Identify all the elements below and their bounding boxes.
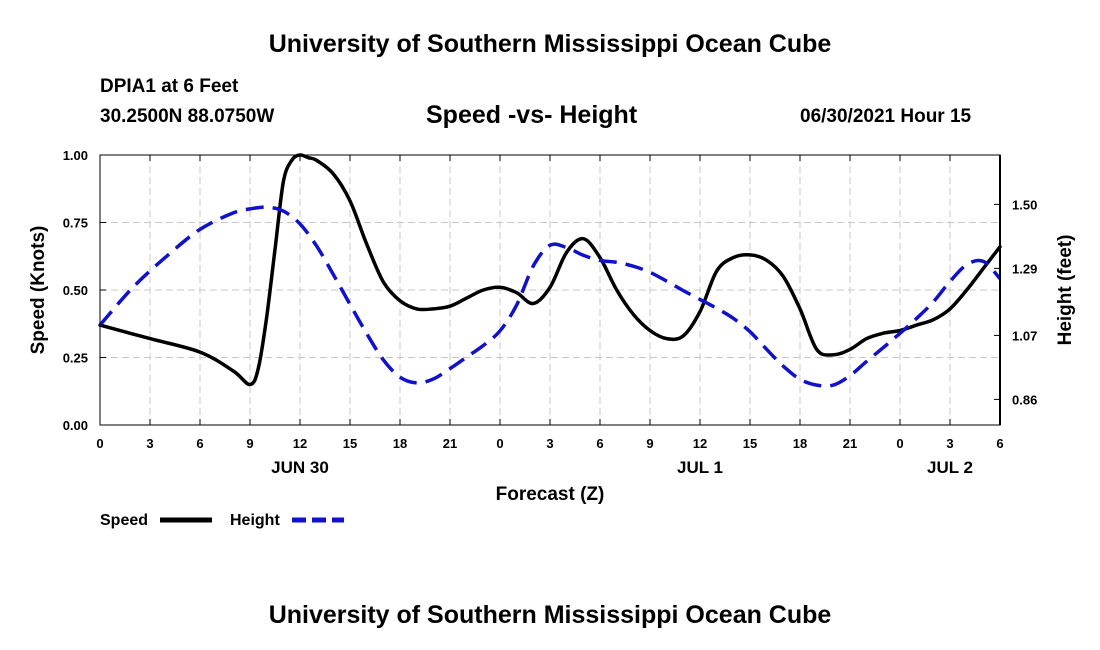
y-tick-label: 1.00 [63, 148, 88, 163]
station-label: DPIA1 at 6 Feet [100, 76, 239, 97]
legend-speed-label: Speed [100, 512, 148, 529]
legend: Speed Height [100, 512, 344, 529]
grid-lines [100, 155, 1000, 425]
x-tick-label: 12 [693, 436, 707, 451]
x-tick-label: 0 [96, 436, 103, 451]
x-tick-label: 0 [496, 436, 503, 451]
y2-tick-label: 1.07 [1012, 328, 1037, 343]
y-tick-label: 0.00 [63, 418, 88, 433]
chart-title: Speed -vs- Height [426, 101, 638, 129]
x-tick-label: 6 [596, 436, 603, 451]
date-label: JUN 30 [271, 458, 329, 477]
y2-tick-label: 1.29 [1012, 261, 1037, 276]
y-tick-label: 0.75 [63, 216, 88, 231]
axis-ticks [99, 154, 1001, 426]
x-tick-label: 12 [293, 436, 307, 451]
date-label: JUL 1 [677, 458, 723, 477]
x-tick-label: 15 [743, 436, 757, 451]
x-tick-label: 6 [996, 436, 1003, 451]
header-title: University of Southern Mississippi Ocean… [268, 30, 832, 58]
x-tick-label: 15 [343, 436, 357, 451]
x-tick-label: 18 [793, 436, 807, 451]
speed-series-line [98, 153, 1002, 387]
height-series-line [98, 205, 1002, 388]
coordinates-label: 30.2500N 88.0750W [100, 106, 275, 127]
y2-tick-label: 0.86 [1012, 392, 1037, 407]
footer-title: University of Southern Mississippi Ocean… [268, 601, 832, 629]
date-label: JUL 2 [927, 458, 973, 477]
y2-axis-label: Height (feet) [1055, 235, 1076, 346]
x-tick-label: 21 [443, 436, 457, 451]
x-axis-label: Forecast (Z) [496, 484, 605, 505]
x-tick-label: 0 [896, 436, 903, 451]
x-tick-label: 9 [646, 436, 653, 451]
x-tick-label: 9 [246, 436, 253, 451]
legend-height-label: Height [230, 512, 280, 529]
y-axis-label: Speed (Knots) [28, 226, 49, 355]
datetime-label: 06/30/2021 Hour 15 [800, 106, 972, 127]
y2-tick-label: 1.50 [1012, 197, 1037, 212]
series-lines [98, 153, 1002, 388]
y-tick-label: 0.50 [63, 283, 88, 298]
x-tick-label: 18 [393, 436, 407, 451]
x-tick-label: 6 [196, 436, 203, 451]
y-tick-label: 0.25 [63, 351, 88, 366]
axis-labels: 0 3 6 9 12 15 18 21 0 3 6 9 12 15 18 21 0 3 6 0.00 0.25 0.50 0… [63, 148, 1038, 477]
x-tick-label: 21 [843, 436, 857, 451]
x-tick-label: 3 [146, 436, 153, 451]
x-tick-label: 3 [546, 436, 553, 451]
x-tick-label: 3 [946, 436, 953, 451]
